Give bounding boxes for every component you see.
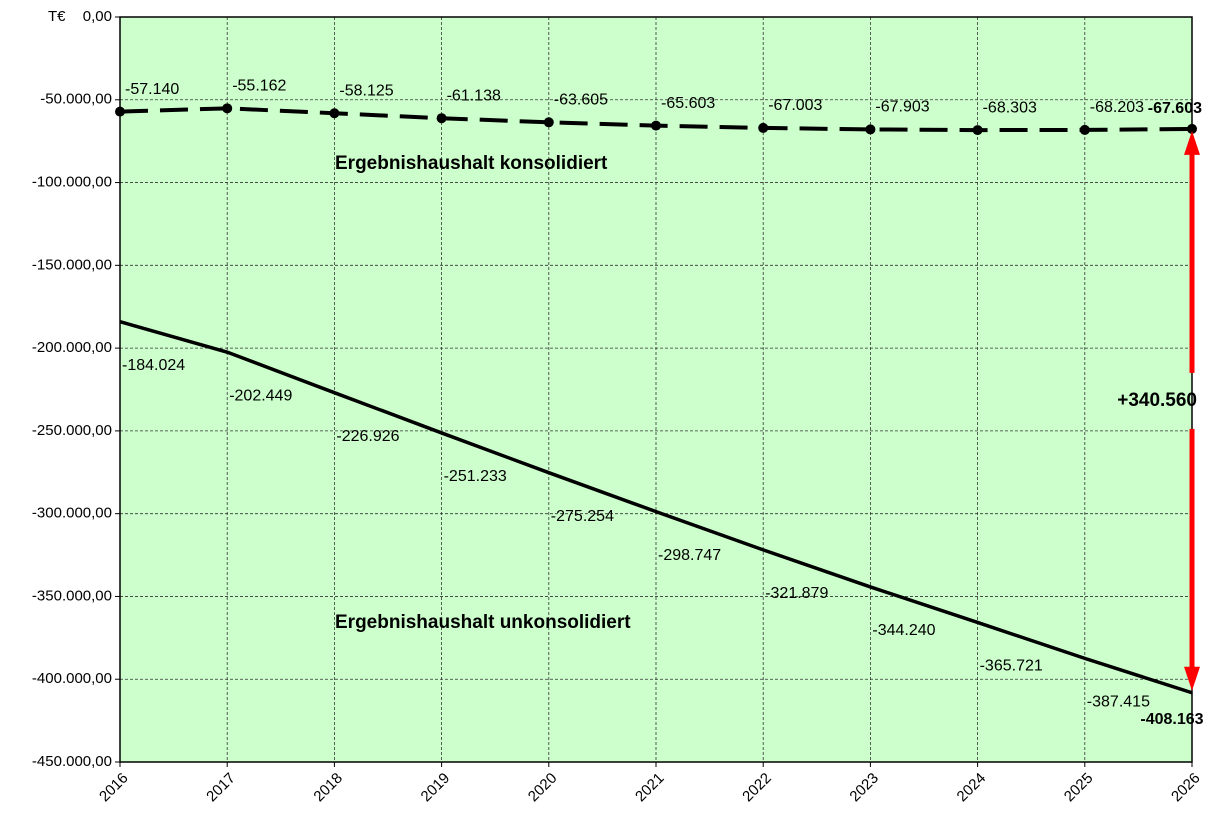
- y-tick-label: 0,00: [83, 8, 112, 25]
- x-tick-label: 2026: [1168, 770, 1204, 806]
- data-label: -202.449: [229, 387, 292, 404]
- y-tick-label: -200.000,00: [32, 339, 112, 356]
- x-tick-label: 2022: [739, 770, 775, 806]
- data-label: -184.024: [122, 357, 185, 374]
- x-tick-label: 2019: [418, 770, 454, 806]
- data-label: -61.138: [447, 87, 501, 104]
- marker: [115, 106, 125, 117]
- y-tick-label: -300.000,00: [32, 505, 112, 522]
- series-label: Ergebnishaushalt unkonsolidiert: [335, 612, 631, 633]
- data-label: -226.926: [336, 428, 399, 445]
- data-label: -344.240: [872, 622, 935, 639]
- data-label: -55.162: [232, 78, 286, 95]
- y-tick-label: -350.000,00: [32, 587, 112, 604]
- x-tick-label: 2024: [954, 770, 990, 806]
- marker: [1079, 124, 1090, 135]
- arrow-head: [1184, 130, 1200, 155]
- marker: [758, 122, 769, 133]
- marker: [865, 124, 876, 135]
- y-tick-label: -450.000,00: [32, 753, 112, 770]
- data-label: -63.605: [554, 92, 608, 109]
- data-label: -58.125: [339, 82, 393, 99]
- marker: [222, 103, 233, 114]
- marker: [1187, 123, 1197, 134]
- plot-border: [119, 16, 1193, 763]
- data-label: -275.254: [551, 508, 614, 525]
- y-tick-label: -150.000,00: [32, 256, 112, 273]
- data-label: -67.603: [1148, 100, 1202, 117]
- x-tick-label: 2017: [203, 770, 239, 806]
- y-tick-label: -400.000,00: [32, 670, 112, 687]
- series-label: Ergebnishaushalt konsolidiert: [335, 153, 608, 174]
- marker: [972, 125, 983, 136]
- data-label: -251.233: [444, 468, 507, 485]
- data-label: -387.415: [1087, 694, 1150, 711]
- x-tick-label: 2025: [1061, 770, 1097, 806]
- x-tick-label: 2020: [525, 770, 561, 806]
- data-label: -365.721: [980, 658, 1043, 675]
- y-tick-label: -100.000,00: [32, 174, 112, 191]
- marker: [543, 117, 554, 128]
- data-label: -68.203: [1090, 99, 1144, 116]
- marker: [651, 120, 661, 131]
- x-tick-label: 2023: [846, 770, 882, 806]
- data-label: -68.303: [983, 99, 1037, 116]
- arrow-head: [1184, 666, 1200, 691]
- y-unit: T€: [48, 8, 66, 25]
- marker: [329, 108, 340, 119]
- data-label: -57.140: [125, 81, 179, 98]
- annotation: +340.560: [1117, 390, 1197, 411]
- data-label: -408.163: [1140, 711, 1203, 728]
- data-label: -67.003: [768, 97, 822, 114]
- data-label: -65.603: [661, 95, 715, 112]
- series-line: [119, 319, 1193, 695]
- y-tick-label: -250.000,00: [32, 422, 112, 439]
- x-tick-label: 2018: [310, 770, 346, 806]
- data-label: -298.747: [658, 547, 721, 564]
- data-label: -321.879: [765, 585, 828, 602]
- y-tick-label: -50.000,00: [40, 91, 112, 108]
- x-tick-label: 2021: [632, 770, 668, 806]
- data-label: -67.903: [875, 99, 929, 116]
- marker: [436, 113, 447, 124]
- x-tick-label: 2016: [96, 770, 132, 806]
